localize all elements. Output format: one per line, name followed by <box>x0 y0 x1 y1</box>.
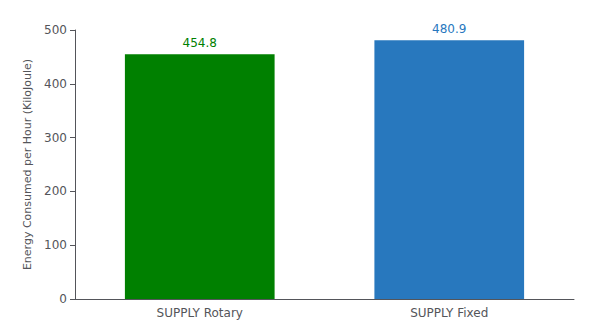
svg-text:SUPPLY Fixed: SUPPLY Fixed <box>410 306 488 320</box>
svg-text:480.9: 480.9 <box>432 22 466 36</box>
svg-text:Energy Consumed per Hour (Kilo: Energy Consumed per Hour (KiloJoule) <box>21 59 34 270</box>
svg-text:400: 400 <box>44 77 67 91</box>
svg-text:300: 300 <box>44 131 67 145</box>
svg-text:100: 100 <box>44 238 67 252</box>
svg-text:200: 200 <box>44 184 67 198</box>
svg-text:500: 500 <box>44 23 67 37</box>
svg-text:454.8: 454.8 <box>183 36 217 50</box>
svg-text:SUPPLY Rotary: SUPPLY Rotary <box>157 306 243 320</box>
svg-text:0: 0 <box>59 292 67 306</box>
